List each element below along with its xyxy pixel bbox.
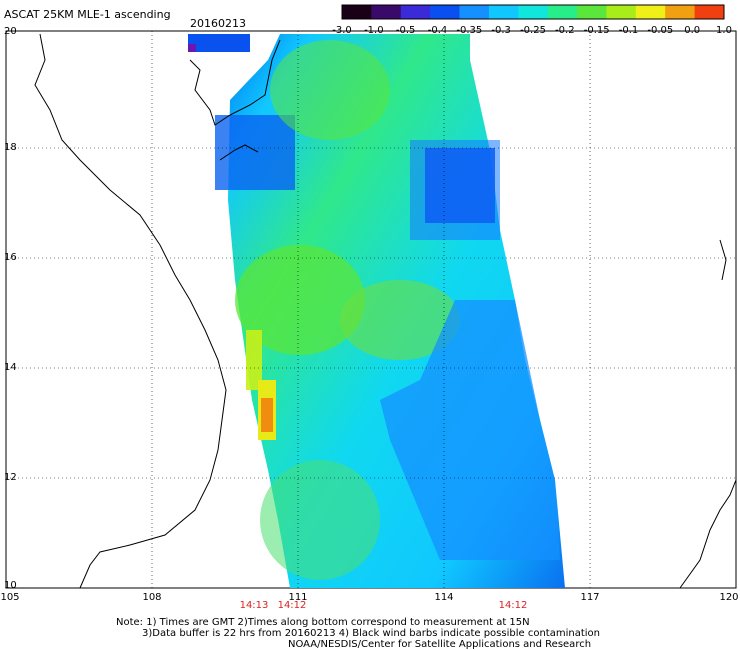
lon-label: 120 <box>719 592 739 603</box>
lat-label: 12 <box>4 472 17 483</box>
lat-label: 18 <box>4 142 17 153</box>
lon-label: 105 <box>0 592 20 603</box>
colorbar-cell <box>488 5 519 19</box>
ascat-swath <box>188 34 565 588</box>
colorbar-label: -0.05 <box>647 25 674 36</box>
colorbar-label: -0.35 <box>456 25 483 36</box>
colorbar-cell <box>518 5 549 19</box>
colorbar-cell <box>371 5 402 19</box>
lat-label: 10 <box>4 580 17 591</box>
lon-label: 108 <box>142 592 162 603</box>
colorbar-cell <box>430 5 461 19</box>
colorbar-label: -0.3 <box>491 25 511 36</box>
lon-label: 111 <box>288 592 308 603</box>
swath-time: 14:13 <box>239 600 269 611</box>
lon-label: 114 <box>434 592 454 603</box>
lon-label: 117 <box>580 592 600 603</box>
colorbar-cell <box>635 5 666 19</box>
colorbar-cell <box>606 5 637 19</box>
colorbar-label: -0.25 <box>520 25 546 36</box>
colorbar-label: -0.1 <box>618 25 639 36</box>
lat-label: 14 <box>4 362 17 373</box>
note-line: Note: 1) Times are GMT 2)Times along bot… <box>116 617 530 628</box>
map-title: ASCAT 25KM MLE-1 ascending <box>4 8 171 21</box>
graticule <box>6 31 736 588</box>
colorbar-label: -1.0 <box>364 25 384 36</box>
coastline <box>34 33 737 589</box>
low-mle-patch-north <box>215 115 295 190</box>
colorbar-label: 1.0 <box>716 25 732 36</box>
colorbar-label: -0.2 <box>555 25 575 36</box>
colorbar-cell <box>577 5 607 19</box>
low-mle-patch-corner <box>188 34 250 52</box>
colorbar-label: -0.15 <box>583 25 610 36</box>
colorbar-cell <box>342 5 372 19</box>
swath-time: 14:12 <box>277 600 307 611</box>
colorbar <box>341 4 725 20</box>
colorbar-label: 0.0 <box>684 25 701 36</box>
colorbar-cell <box>400 5 431 19</box>
colorbar-label: -0.5 <box>395 25 416 36</box>
note-line: 3)Data buffer is 22 hrs from 20160213 4)… <box>142 628 600 639</box>
colorbar-label: -3.0 <box>332 25 352 36</box>
colorbar-cell <box>694 5 725 19</box>
colorbar-cell <box>547 5 578 19</box>
note-line: NOAA/NESDIS/Center for Satellite Applica… <box>288 639 592 650</box>
lat-label: 16 <box>4 252 17 263</box>
swath-time: 14:12 <box>498 600 528 611</box>
colorbar-label: -0.4 <box>427 25 448 36</box>
colorbar-outline <box>341 4 725 20</box>
lat-label: 20 <box>4 26 17 37</box>
colorbar-cell <box>459 5 490 19</box>
colorbar-cell <box>665 5 696 19</box>
map-date: 20160213 <box>190 17 246 30</box>
